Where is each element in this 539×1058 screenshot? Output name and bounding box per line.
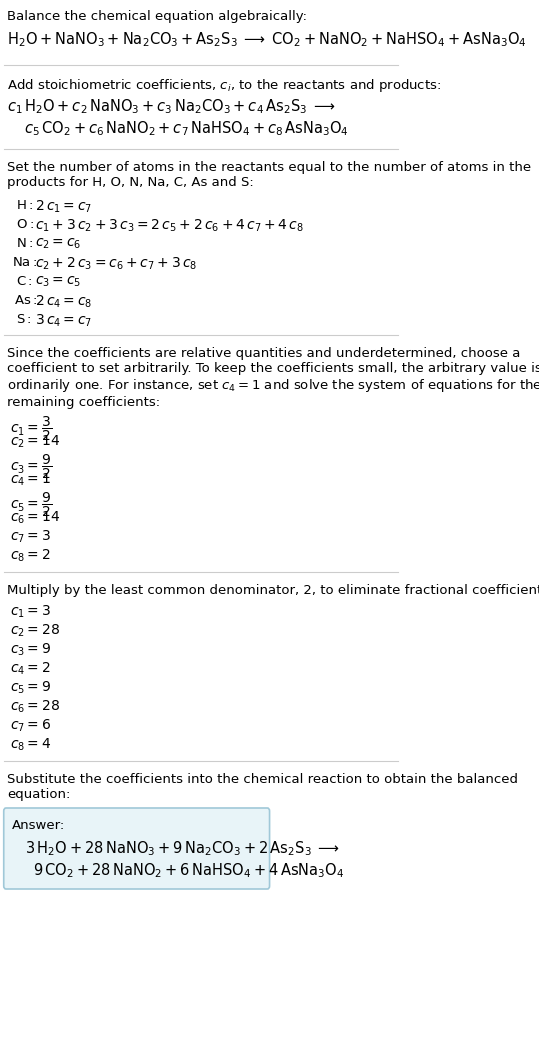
Text: $c_3 = \dfrac{9}{2}$: $c_3 = \dfrac{9}{2}$ bbox=[10, 453, 52, 481]
Text: $c_1\,\mathrm{H_2O} + c_2\,\mathrm{NaNO_3} + c_3\,\mathrm{Na_2CO_3} + c_4\,\math: $c_1\,\mathrm{H_2O} + c_2\,\mathrm{NaNO_… bbox=[8, 97, 336, 115]
Text: $c_6 = 28$: $c_6 = 28$ bbox=[10, 699, 60, 715]
Text: $c_5 = \dfrac{9}{2}$: $c_5 = \dfrac{9}{2}$ bbox=[10, 491, 52, 519]
Text: $c_1 = \dfrac{3}{2}$: $c_1 = \dfrac{3}{2}$ bbox=[10, 415, 52, 443]
Text: $2\,c_1 = c_7$: $2\,c_1 = c_7$ bbox=[35, 199, 92, 216]
Text: $\mathrm{H_2O + NaNO_3 + Na_2CO_3 + As_2S_3 \;\longrightarrow\; CO_2 + NaNO_2 + : $\mathrm{H_2O + NaNO_3 + Na_2CO_3 + As_2… bbox=[8, 30, 527, 49]
Text: $\mathrm{As:}\;\;$: $\mathrm{As:}\;\;$ bbox=[14, 294, 38, 307]
Text: $c_2 = 14$: $c_2 = 14$ bbox=[10, 434, 60, 451]
Text: $c_8 = 4$: $c_8 = 4$ bbox=[10, 737, 52, 753]
Text: $c_1 + 3\,c_2 + 3\,c_3 = 2\,c_5 + 2\,c_6 + 4\,c_7 + 4\,c_8$: $c_1 + 3\,c_2 + 3\,c_3 = 2\,c_5 + 2\,c_6… bbox=[35, 218, 304, 235]
Text: $c_3 = 9$: $c_3 = 9$ bbox=[10, 642, 52, 658]
Text: Add stoichiometric coefficients, $c_i$, to the reactants and products:: Add stoichiometric coefficients, $c_i$, … bbox=[8, 77, 441, 94]
Text: $c_7 = 6$: $c_7 = 6$ bbox=[10, 718, 52, 734]
Text: Since the coefficients are relative quantities and underdetermined, choose a
coe: Since the coefficients are relative quan… bbox=[8, 347, 539, 409]
Text: Multiply by the least common denominator, 2, to eliminate fractional coefficient: Multiply by the least common denominator… bbox=[8, 584, 539, 597]
Text: Answer:: Answer: bbox=[12, 819, 65, 832]
Text: $c_1 = 3$: $c_1 = 3$ bbox=[10, 604, 51, 620]
Text: $\mathrm{H:}\;\;$: $\mathrm{H:}\;\;$ bbox=[16, 199, 34, 212]
Text: $c_2 = c_6$: $c_2 = c_6$ bbox=[35, 237, 81, 252]
Text: $c_2 = 28$: $c_2 = 28$ bbox=[10, 623, 60, 639]
Text: $c_3 = c_5$: $c_3 = c_5$ bbox=[35, 275, 81, 290]
FancyBboxPatch shape bbox=[4, 808, 270, 889]
Text: Balance the chemical equation algebraically:: Balance the chemical equation algebraica… bbox=[8, 10, 307, 23]
Text: $c_7 = 3$: $c_7 = 3$ bbox=[10, 529, 51, 546]
Text: Set the number of atoms in the reactants equal to the number of atoms in the
pro: Set the number of atoms in the reactants… bbox=[8, 161, 531, 189]
Text: $c_2 + 2\,c_3 = c_6 + c_7 + 3\,c_8$: $c_2 + 2\,c_3 = c_6 + c_7 + 3\,c_8$ bbox=[35, 256, 197, 272]
Text: $9\,\mathrm{CO_2} + 28\,\mathrm{NaNO_2} + 6\,\mathrm{NaHSO_4} + 4\,\mathrm{AsNa_: $9\,\mathrm{CO_2} + 28\,\mathrm{NaNO_2} … bbox=[33, 861, 344, 879]
Text: $3\,\mathrm{H_2O} + 28\,\mathrm{NaNO_3} + 9\,\mathrm{Na_2CO_3} + 2\,\mathrm{As_2: $3\,\mathrm{H_2O} + 28\,\mathrm{NaNO_3} … bbox=[25, 839, 341, 858]
Text: $\mathrm{S:}\;\;$: $\mathrm{S:}\;\;$ bbox=[16, 313, 32, 326]
Text: $c_4 = 1$: $c_4 = 1$ bbox=[10, 472, 51, 489]
Text: $c_5 = 9$: $c_5 = 9$ bbox=[10, 680, 52, 696]
Text: $2\,c_4 = c_8$: $2\,c_4 = c_8$ bbox=[35, 294, 93, 310]
Text: $3\,c_4 = c_7$: $3\,c_4 = c_7$ bbox=[35, 313, 92, 329]
Text: $c_4 = 2$: $c_4 = 2$ bbox=[10, 661, 51, 677]
Text: $\mathrm{Na:}\;\;$: $\mathrm{Na:}\;\;$ bbox=[12, 256, 37, 269]
Text: $c_8 = 2$: $c_8 = 2$ bbox=[10, 548, 51, 564]
Text: $c_5\,\mathrm{CO_2} + c_6\,\mathrm{NaNO_2} + c_7\,\mathrm{NaHSO_4} + c_8\,\mathr: $c_5\,\mathrm{CO_2} + c_6\,\mathrm{NaNO_… bbox=[24, 118, 349, 138]
Text: $\mathrm{N:}\;\;$: $\mathrm{N:}\;\;$ bbox=[16, 237, 34, 250]
Text: Substitute the coefficients into the chemical reaction to obtain the balanced
eq: Substitute the coefficients into the che… bbox=[8, 773, 519, 801]
Text: $\mathrm{O:}\;\;$: $\mathrm{O:}\;\;$ bbox=[16, 218, 34, 231]
Text: $c_6 = 14$: $c_6 = 14$ bbox=[10, 510, 60, 527]
Text: $\mathrm{C:}\;\;$: $\mathrm{C:}\;\;$ bbox=[16, 275, 33, 288]
